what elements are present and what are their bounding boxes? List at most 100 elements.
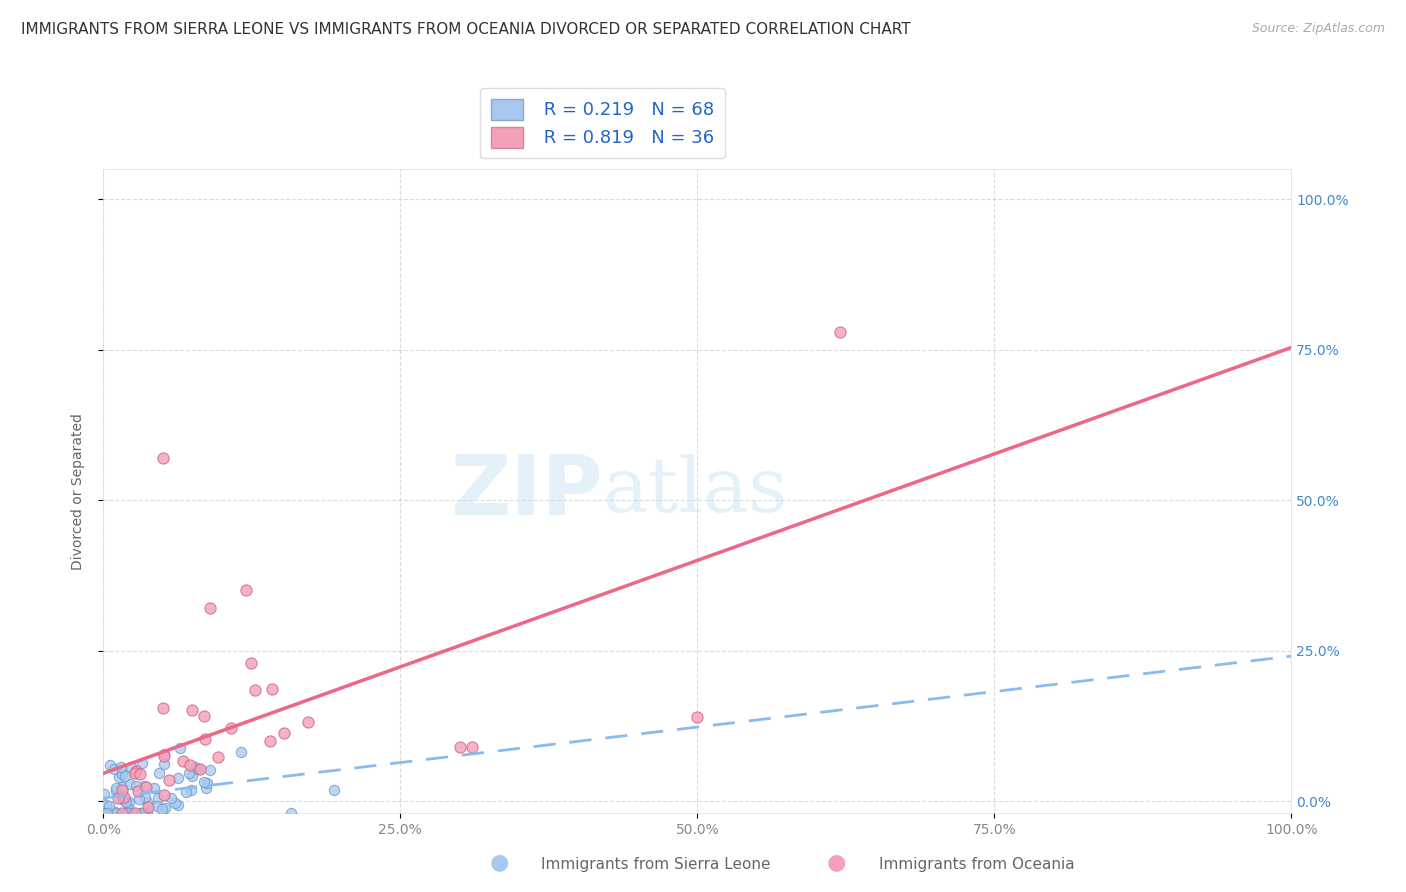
Point xyxy=(181,769,204,783)
Point xyxy=(280,805,302,820)
Point xyxy=(449,739,471,754)
Point xyxy=(117,806,139,821)
Point xyxy=(104,805,127,819)
Point xyxy=(150,802,173,816)
Point xyxy=(93,787,115,801)
Point xyxy=(110,760,132,774)
Point xyxy=(107,791,129,805)
Point xyxy=(167,771,190,785)
Point xyxy=(107,770,129,784)
Point xyxy=(259,734,281,748)
Point xyxy=(136,806,159,821)
Point xyxy=(188,762,211,776)
Point xyxy=(115,806,138,821)
Point xyxy=(262,682,284,697)
Point xyxy=(132,779,155,793)
Point xyxy=(120,760,142,774)
Point xyxy=(98,798,121,813)
Point xyxy=(124,779,146,793)
Point xyxy=(93,806,115,821)
Point xyxy=(135,795,157,809)
Point xyxy=(193,775,215,789)
Point xyxy=(118,777,141,791)
Point xyxy=(111,791,134,805)
Point xyxy=(131,806,153,821)
Point xyxy=(194,781,217,796)
Text: Source: ZipAtlas.com: Source: ZipAtlas.com xyxy=(1251,22,1385,36)
Point xyxy=(111,792,134,806)
Point xyxy=(129,767,152,781)
Point xyxy=(193,709,215,723)
Point xyxy=(114,795,136,809)
Point xyxy=(183,760,205,774)
Point xyxy=(243,683,266,698)
Text: atlas: atlas xyxy=(602,454,787,528)
Point xyxy=(197,776,219,790)
Point xyxy=(153,801,176,815)
Point xyxy=(127,784,149,798)
Text: ZIP: ZIP xyxy=(450,450,602,532)
Point xyxy=(240,656,263,670)
Text: ●: ● xyxy=(489,853,509,872)
Point xyxy=(124,766,146,780)
Point xyxy=(94,806,117,821)
Point xyxy=(174,785,197,799)
Point xyxy=(180,783,202,797)
Point xyxy=(104,781,127,796)
Point xyxy=(152,701,174,715)
Point xyxy=(134,790,156,805)
Point xyxy=(129,805,152,820)
Point xyxy=(152,757,174,772)
Point xyxy=(142,780,165,795)
Point xyxy=(172,754,194,768)
Point xyxy=(157,772,180,787)
Point xyxy=(179,757,201,772)
Point xyxy=(828,325,851,339)
Point xyxy=(194,731,217,746)
Point xyxy=(198,763,221,777)
Point xyxy=(103,762,125,776)
Point xyxy=(132,806,155,821)
Point xyxy=(121,806,143,821)
Point xyxy=(219,722,242,736)
Point xyxy=(152,450,174,465)
Point xyxy=(114,769,136,783)
Point xyxy=(131,756,153,771)
Point xyxy=(128,791,150,805)
Point xyxy=(460,739,482,754)
Point xyxy=(169,741,191,756)
Legend:  R = 0.219   N = 68,  R = 0.819   N = 36: R = 0.219 N = 68, R = 0.819 N = 36 xyxy=(479,88,724,159)
Point xyxy=(163,797,186,811)
Point xyxy=(131,806,153,821)
Point xyxy=(110,783,132,797)
Point xyxy=(160,790,183,805)
Point xyxy=(273,726,295,740)
Point xyxy=(104,783,127,797)
Point xyxy=(148,766,170,780)
Point xyxy=(235,583,257,598)
Text: Immigrants from Sierra Leone: Immigrants from Sierra Leone xyxy=(541,857,770,872)
Point xyxy=(112,790,135,805)
Point xyxy=(118,795,141,809)
Text: IMMIGRANTS FROM SIERRA LEONE VS IMMIGRANTS FROM OCEANIA DIVORCED OR SEPARATED CO: IMMIGRANTS FROM SIERRA LEONE VS IMMIGRAN… xyxy=(21,22,911,37)
Point xyxy=(111,780,134,794)
Point xyxy=(111,767,134,781)
Point xyxy=(93,806,115,821)
Point xyxy=(187,762,209,776)
Point xyxy=(120,805,142,820)
Point xyxy=(323,783,346,797)
Point xyxy=(146,799,169,814)
Point xyxy=(104,806,127,821)
Point xyxy=(177,766,200,780)
Point xyxy=(125,764,148,778)
Point xyxy=(297,714,319,729)
Point xyxy=(167,798,190,813)
Point xyxy=(153,748,176,763)
Point xyxy=(110,806,132,821)
Point xyxy=(200,601,222,615)
Point xyxy=(181,703,204,717)
Point xyxy=(229,745,252,759)
Y-axis label: Divorced or Separated: Divorced or Separated xyxy=(72,413,86,569)
Point xyxy=(148,790,170,805)
Text: ●: ● xyxy=(827,853,846,872)
